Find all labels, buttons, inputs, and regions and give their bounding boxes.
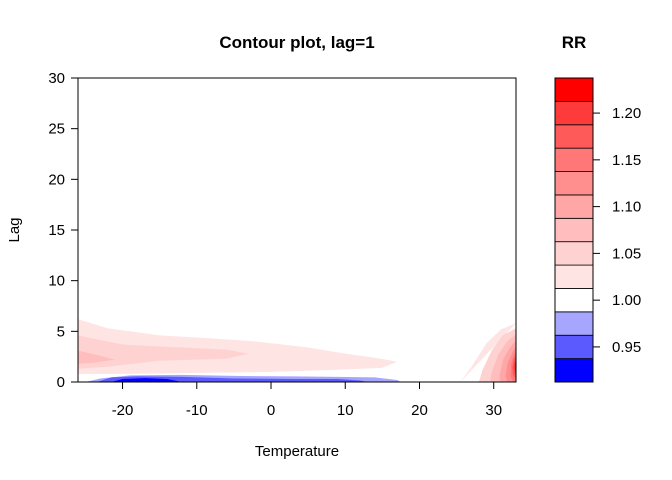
x-tick-label: -20 <box>112 402 134 419</box>
y-axis-label: Lag <box>6 217 23 242</box>
colorbar-swatch <box>554 100 594 126</box>
contour-region <box>460 323 516 382</box>
x-tick-label: 10 <box>337 402 354 419</box>
colorbar-tick-label: 1.15 <box>612 152 641 169</box>
colorbar-swatch <box>554 358 594 383</box>
y-tick-label: 0 <box>57 374 65 391</box>
colorbar-swatch <box>554 217 594 243</box>
x-tick-label: 30 <box>485 402 502 419</box>
x-tick-label: 20 <box>411 402 428 419</box>
colorbar-swatch <box>554 77 594 102</box>
colorbar-axis: 0.95 1.00 1.05 1.10 1.15 1.20 <box>592 105 641 356</box>
x-tick-label: 0 <box>267 402 275 419</box>
contour-region <box>513 358 516 375</box>
x-tick-label: -10 <box>186 402 208 419</box>
colorbar-swatch <box>554 147 594 172</box>
colorbar-tick-label: 0.95 <box>612 339 641 356</box>
x-axis: -20 -10 0 10 20 30 <box>112 381 502 419</box>
colorbar-tick-label: 1.05 <box>612 245 641 262</box>
colorbar-tick-label: 1.00 <box>612 292 641 309</box>
y-tick-label: 25 <box>48 121 65 138</box>
colorbar-swatch <box>554 311 594 336</box>
contour-region <box>78 350 116 364</box>
y-tick-label: 5 <box>57 323 65 340</box>
y-tick-label: 20 <box>48 171 65 188</box>
colorbar <box>554 77 594 383</box>
y-tick-label: 15 <box>48 222 65 239</box>
colorbar-tick-label: 1.20 <box>612 105 641 122</box>
colorbar-title: RR <box>562 33 587 52</box>
colorbar-swatch <box>554 124 594 149</box>
colorbar-swatch <box>554 171 594 196</box>
colorbar-swatch <box>554 334 594 360</box>
colorbar-tick-label: 1.10 <box>612 199 641 216</box>
x-axis-label: Temperature <box>255 443 339 460</box>
colorbar-swatch <box>554 241 594 266</box>
colorbar-swatch <box>554 264 594 289</box>
plot-area <box>78 319 516 382</box>
y-axis: 0 5 10 15 20 25 30 <box>48 70 79 391</box>
contour-region <box>111 378 182 382</box>
chart-title: Contour plot, lag=1 <box>219 33 374 52</box>
y-tick-label: 30 <box>48 70 65 87</box>
colorbar-swatch <box>554 288 594 313</box>
y-tick-label: 10 <box>48 273 65 290</box>
colorbar-swatch <box>554 194 594 219</box>
contour-region <box>78 335 249 369</box>
